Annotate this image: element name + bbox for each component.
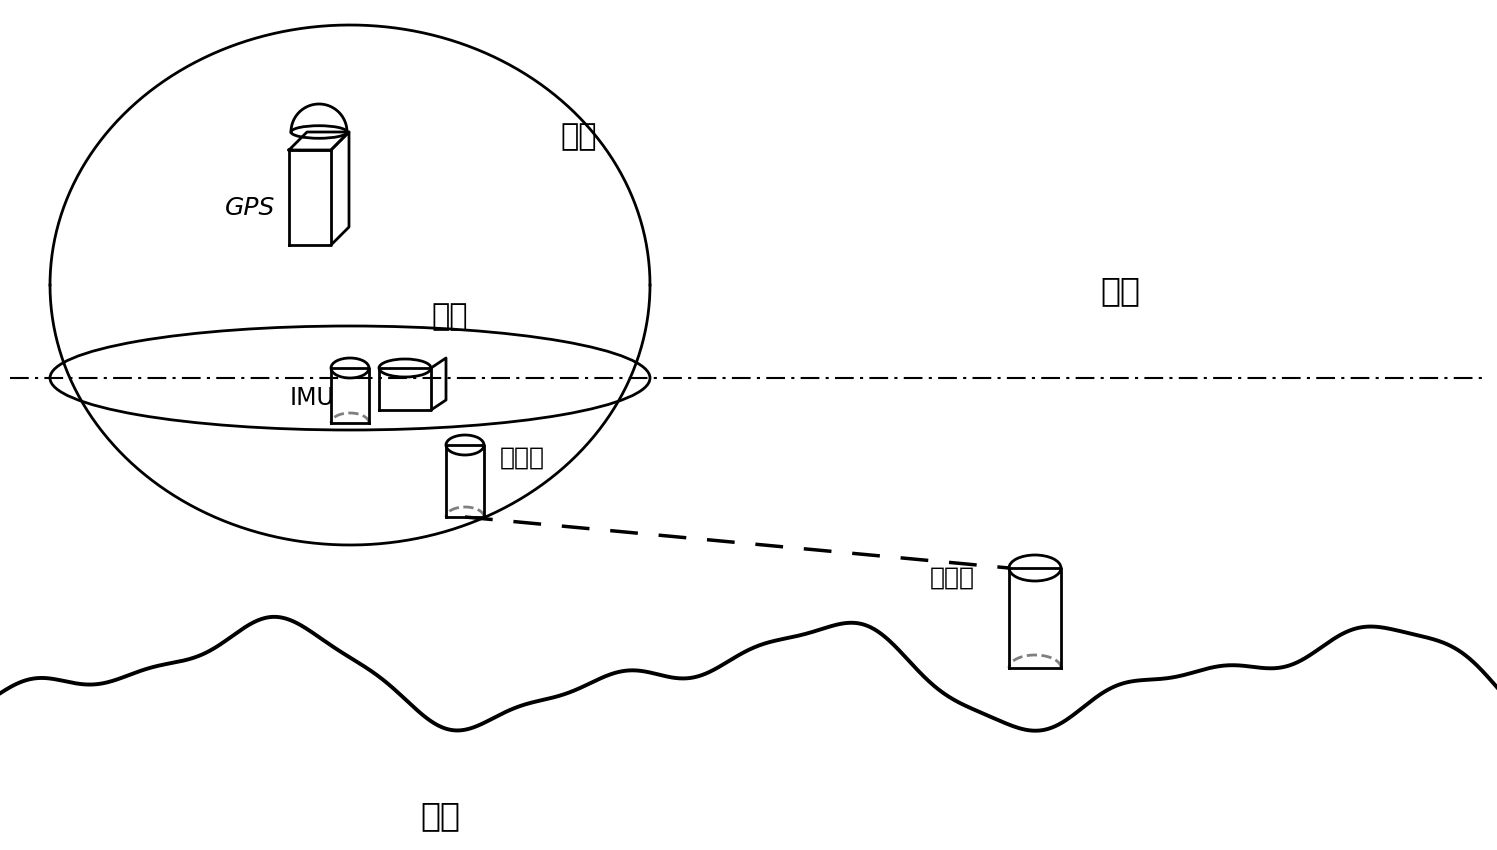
Text: 换能器: 换能器 — [500, 446, 545, 470]
Text: 海底: 海底 — [421, 799, 460, 832]
Text: 罗经: 罗经 — [431, 302, 469, 331]
Text: GPS: GPS — [225, 196, 275, 220]
Text: IMU: IMU — [290, 386, 335, 410]
Text: 海水: 海水 — [1100, 274, 1141, 307]
Text: 母船: 母船 — [560, 122, 596, 151]
Text: 应答器: 应答器 — [930, 566, 975, 590]
